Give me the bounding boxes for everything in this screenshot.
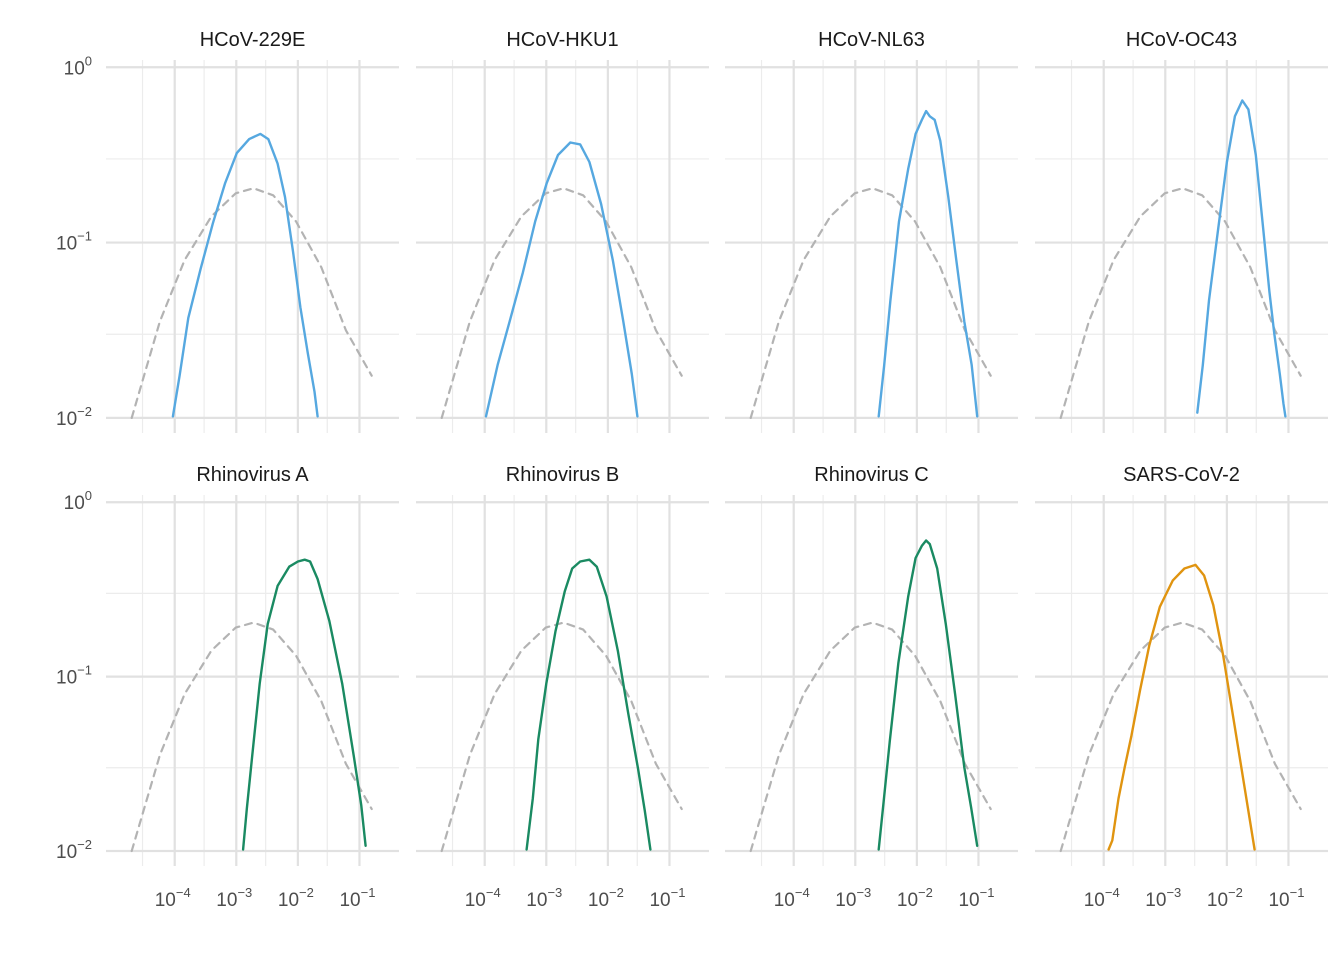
- facet-panel: SARS-CoV-2 10−4 10−3 10−2 10−1: [1035, 464, 1328, 911]
- x-tick-label: 10−2: [1207, 885, 1243, 911]
- reference-curve: [1059, 187, 1302, 419]
- x-tick-label: 10−1: [339, 885, 375, 911]
- panel-title: Rhinovirus C: [814, 464, 928, 486]
- density-curve: [525, 558, 652, 851]
- facet-panel: HCoV-HKU1: [416, 29, 709, 433]
- x-tick-label: 10−3: [526, 885, 562, 911]
- x-tick-label: 10−4: [1084, 885, 1120, 911]
- panel-title: HCoV-NL63: [818, 29, 925, 51]
- x-tick-label: 10−4: [774, 885, 810, 911]
- facet-panel: Rhinovirus C 10−4 10−3 10−2 10−1: [725, 464, 1018, 911]
- x-tick-label: 10−2: [278, 885, 314, 911]
- reference-curve: [749, 621, 992, 853]
- density-curve: [877, 109, 979, 418]
- panel-title: Rhinovirus A: [196, 464, 309, 486]
- x-tick-label: 10−1: [649, 885, 685, 911]
- reference-curve: [749, 187, 992, 419]
- facet-panel: HCoV-NL63: [725, 29, 1018, 433]
- x-tick-label: 10−3: [216, 885, 252, 911]
- density-curve: [484, 141, 639, 418]
- y-tick-label: 100: [64, 488, 92, 514]
- reference-curve: [440, 621, 683, 853]
- reference-curve: [440, 187, 683, 419]
- x-tick-label: 10−2: [897, 885, 933, 911]
- facet-panel: Rhinovirus B 10−4 10−3 10−2 10−1: [416, 464, 709, 911]
- density-curve: [1107, 563, 1256, 851]
- facet-panel: HCoV-OC43: [1035, 29, 1328, 433]
- panel-title: SARS-CoV-2: [1123, 464, 1240, 486]
- reference-curve: [130, 187, 373, 419]
- density-curve: [241, 558, 367, 851]
- reference-curve: [1059, 621, 1302, 853]
- reference-curve: [130, 621, 373, 853]
- x-tick-label: 10−3: [1145, 885, 1181, 911]
- panel-title: HCoV-OC43: [1126, 29, 1237, 51]
- y-tick-label: 10−2: [56, 837, 92, 863]
- x-tick-label: 10−4: [465, 885, 501, 911]
- x-tick-label: 10−2: [588, 885, 624, 911]
- panel-title: HCoV-HKU1: [506, 29, 618, 51]
- panel-title: Rhinovirus B: [506, 464, 619, 486]
- y-tick-label: 10−1: [56, 663, 92, 689]
- density-curve: [171, 132, 319, 418]
- facet-panel: HCoV-229E 100 10−1 10−2: [56, 29, 399, 433]
- y-tick-label: 100: [64, 53, 92, 79]
- y-tick-label: 10−2: [56, 404, 92, 430]
- x-tick-label: 10−4: [155, 885, 191, 911]
- panel-title: HCoV-229E: [200, 29, 306, 51]
- x-tick-label: 10−1: [1268, 885, 1304, 911]
- density-curve: [1196, 99, 1287, 418]
- density-curve: [877, 539, 979, 851]
- y-tick-label: 10−1: [56, 229, 92, 255]
- x-tick-label: 10−3: [835, 885, 871, 911]
- x-tick-label: 10−1: [958, 885, 994, 911]
- facet-panel: Rhinovirus A 100 10−1 10−2 10−4 10−3 10−2 10−1: [56, 464, 399, 911]
